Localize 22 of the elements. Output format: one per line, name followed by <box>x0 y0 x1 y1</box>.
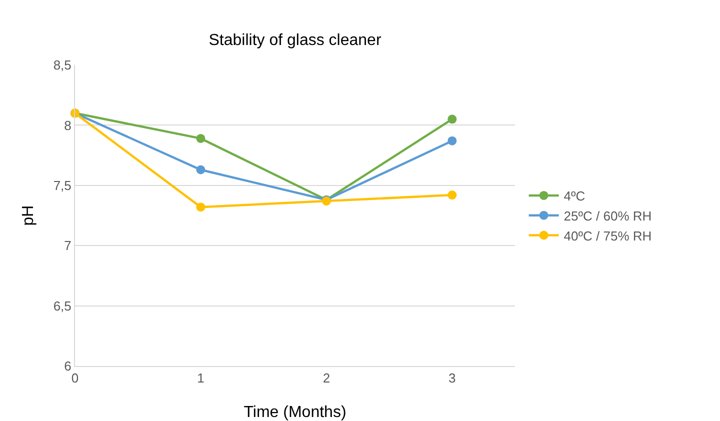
point <box>448 114 457 124</box>
legend-label: 25ºC / 60% RH <box>564 208 652 224</box>
x-tick-label: 0 <box>71 370 79 386</box>
point <box>196 165 206 174</box>
y-axis-title: pH <box>20 205 37 226</box>
legend-label: 40ºC / 75% RH <box>564 228 652 244</box>
point <box>196 134 206 143</box>
x-tick-label: 1 <box>197 370 204 386</box>
legend-label: 4ºC <box>564 188 586 204</box>
y-tick-label: 8 <box>64 118 72 133</box>
x-tick-label: 3 <box>448 370 456 386</box>
y-tick-label: 8,5 <box>53 58 72 73</box>
point <box>448 190 457 200</box>
chart-title: Stability of glass cleaner <box>208 32 382 49</box>
x-axis-title: Time (Months) <box>244 404 346 421</box>
x-tick-label: 2 <box>322 370 330 386</box>
y-tick-label: 6,5 <box>53 298 72 314</box>
y-tick-label: 7 <box>64 238 72 254</box>
point <box>196 202 206 212</box>
y-tick-label: 6 <box>64 358 72 374</box>
y-tick-label: 7,5 <box>53 178 72 193</box>
point <box>448 136 457 146</box>
